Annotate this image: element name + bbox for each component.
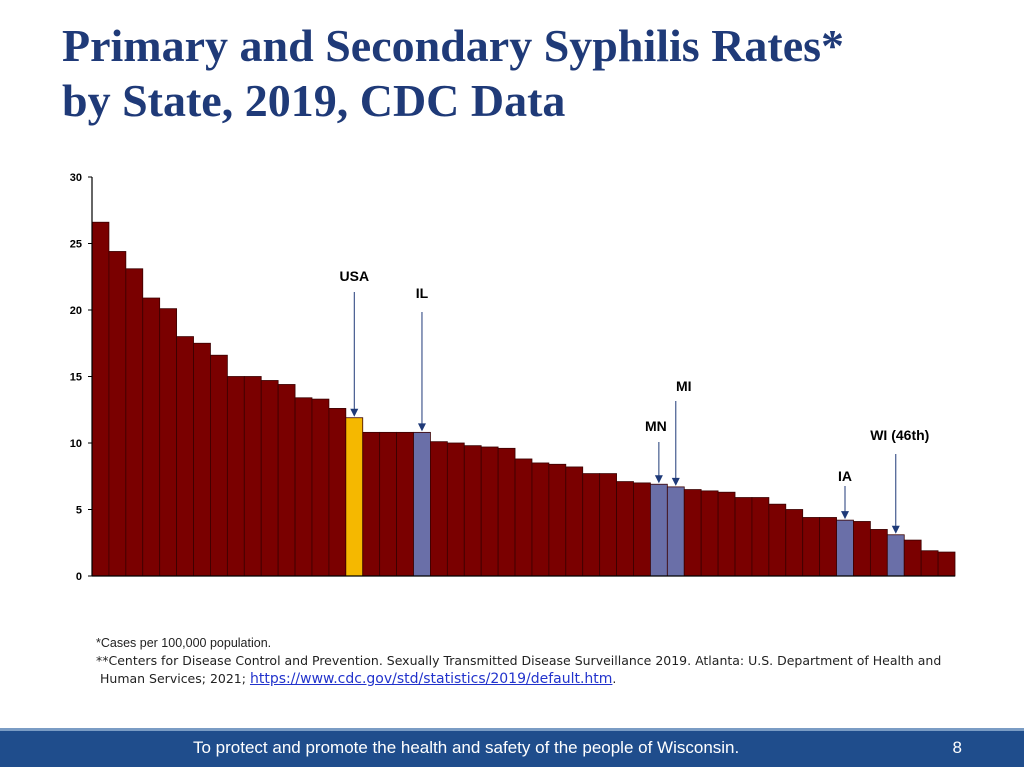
bar-state-50 bbox=[920, 550, 939, 577]
bar-state-11 bbox=[260, 380, 279, 577]
bar-wi bbox=[886, 534, 905, 577]
label-il: IL bbox=[416, 285, 429, 301]
bar-state-5 bbox=[159, 308, 178, 577]
arrowhead-mn bbox=[654, 475, 663, 484]
bar-state-43 bbox=[802, 517, 821, 577]
bar-state-42 bbox=[785, 509, 804, 577]
arrowhead-usa bbox=[350, 408, 359, 417]
bar-state-12 bbox=[277, 384, 296, 577]
bar-state-31 bbox=[599, 473, 617, 577]
source-link[interactable]: https://www.cdc.gov/std/statistics/2019/… bbox=[249, 671, 613, 687]
bar-state-14 bbox=[311, 398, 330, 577]
bar-state-6 bbox=[176, 336, 194, 577]
bar-state-51 bbox=[937, 551, 956, 577]
y-axis: 0 5 10 15 20 25 30 bbox=[70, 172, 955, 583]
arrowhead-ia bbox=[841, 511, 850, 520]
bars-group bbox=[91, 221, 956, 577]
y-tick-label: 0 bbox=[76, 571, 82, 583]
bar-chart: 0 5 10 15 20 25 30 USA IL MN MI IA WI (46th) bbox=[70, 172, 956, 583]
label-ia: IA bbox=[838, 468, 852, 484]
label-mn: MN bbox=[645, 418, 667, 434]
arrowhead-mi bbox=[671, 477, 680, 486]
bar-state-49 bbox=[903, 539, 922, 577]
footnote-source: **Centers for Disease Control and Preven… bbox=[96, 652, 976, 688]
bar-state-40 bbox=[751, 497, 770, 577]
y-tick-label: 10 bbox=[70, 438, 82, 450]
y-tick-label: 20 bbox=[70, 305, 82, 317]
bar-state-28 bbox=[548, 463, 567, 577]
bar-state-39 bbox=[734, 497, 753, 577]
bar-state-26 bbox=[514, 458, 533, 577]
slide-title-line1: Primary and Secondary Syphilis Rates* bbox=[62, 20, 845, 71]
slide-title: Primary and Secondary Syphilis Rates* by… bbox=[62, 18, 1002, 128]
bar-state-36 bbox=[683, 489, 702, 577]
slide-title-line2: by State, 2019, CDC Data bbox=[62, 75, 566, 126]
bar-state-37 bbox=[700, 490, 719, 577]
y-tick-label: 30 bbox=[70, 172, 82, 184]
bar-state-46 bbox=[853, 521, 871, 577]
bar-usa bbox=[345, 417, 364, 577]
footnotes: *Cases per 100,000 population. **Centers… bbox=[96, 634, 976, 688]
bar-state-2 bbox=[108, 251, 127, 577]
bar-state-22 bbox=[446, 442, 465, 577]
bar-state-7 bbox=[193, 342, 211, 577]
bar-state-32 bbox=[616, 481, 634, 577]
bar-state-10 bbox=[243, 376, 262, 577]
annotations-group: USA IL MN MI IA WI (46th) bbox=[340, 268, 929, 534]
bar-state-4 bbox=[142, 297, 161, 577]
bar-state-19 bbox=[396, 431, 414, 577]
bar-mn bbox=[650, 483, 668, 577]
bar-state-18 bbox=[379, 431, 397, 577]
footnote-source-text: **Centers for Disease Control and Preven… bbox=[96, 653, 942, 686]
bar-state-38 bbox=[717, 491, 736, 577]
bar-state-9 bbox=[226, 376, 245, 577]
footer-bar: To protect and promote the health and sa… bbox=[0, 728, 1024, 767]
bar-state-27 bbox=[531, 462, 550, 577]
bar-state-1 bbox=[91, 221, 110, 577]
bar-state-8 bbox=[210, 354, 228, 577]
arrowhead-wi bbox=[891, 525, 900, 534]
bar-il bbox=[413, 431, 431, 577]
bar-state-47 bbox=[869, 529, 888, 577]
y-tick-label: 15 bbox=[70, 372, 82, 384]
bar-state-15 bbox=[328, 408, 347, 577]
bar-state-29 bbox=[565, 466, 584, 577]
bar-state-13 bbox=[294, 397, 313, 577]
bar-state-24 bbox=[480, 446, 499, 577]
bar-state-33 bbox=[633, 482, 651, 577]
bar-mi bbox=[666, 486, 685, 577]
y-tick-label: 5 bbox=[76, 505, 82, 517]
bar-state-30 bbox=[582, 473, 601, 577]
bar-state-41 bbox=[768, 503, 787, 577]
label-usa: USA bbox=[340, 268, 370, 284]
footer-motto: To protect and promote the health and sa… bbox=[193, 738, 740, 757]
bar-ia bbox=[836, 519, 854, 577]
bar-state-25 bbox=[497, 447, 516, 577]
label-mi: MI bbox=[676, 378, 692, 394]
bar-state-17 bbox=[362, 431, 381, 577]
bar-state-23 bbox=[463, 445, 482, 577]
bar-state-3 bbox=[125, 268, 144, 577]
page-number: 8 bbox=[952, 738, 962, 757]
bar-state-44 bbox=[819, 517, 837, 577]
arrowhead-il bbox=[417, 423, 426, 432]
footnote-period: . bbox=[612, 671, 617, 686]
y-tick-label: 25 bbox=[70, 239, 82, 251]
label-wi: WI (46th) bbox=[870, 427, 929, 443]
bar-state-21 bbox=[430, 441, 448, 577]
footnote-cases: *Cases per 100,000 population. bbox=[96, 636, 272, 650]
